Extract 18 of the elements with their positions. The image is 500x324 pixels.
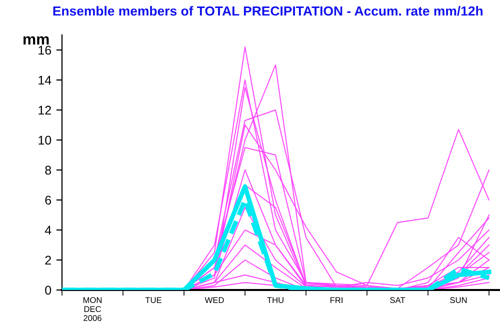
x-tick-label: TUE xyxy=(145,297,162,304)
x-tick-label: FRI xyxy=(330,297,342,303)
x-tick-label: WED xyxy=(204,297,224,303)
y-tick-label: 8 xyxy=(45,166,52,175)
y-tick-label: 2 xyxy=(45,256,51,265)
y-tick-label: 6 xyxy=(45,196,52,205)
y-tick-label: 14 xyxy=(38,76,52,85)
x-tick-label: THU xyxy=(267,297,284,304)
chart-title: Ensemble members of TOTAL PRECIPITATION - Accum. rate mm/12h xyxy=(53,6,482,16)
x-tick-label: SAT xyxy=(390,297,406,304)
y-tick-label: 10 xyxy=(38,136,52,145)
y-tick-label: 12 xyxy=(38,106,51,115)
y-tick-label: 0 xyxy=(45,286,52,295)
y-tick-label: 16 xyxy=(38,46,52,55)
y-axis-title: mm xyxy=(24,36,49,44)
x-tick-label: MON DEC 2006 xyxy=(83,297,102,321)
x-tick-label: SUN xyxy=(450,297,467,304)
y-tick-label: 4 xyxy=(44,226,52,235)
